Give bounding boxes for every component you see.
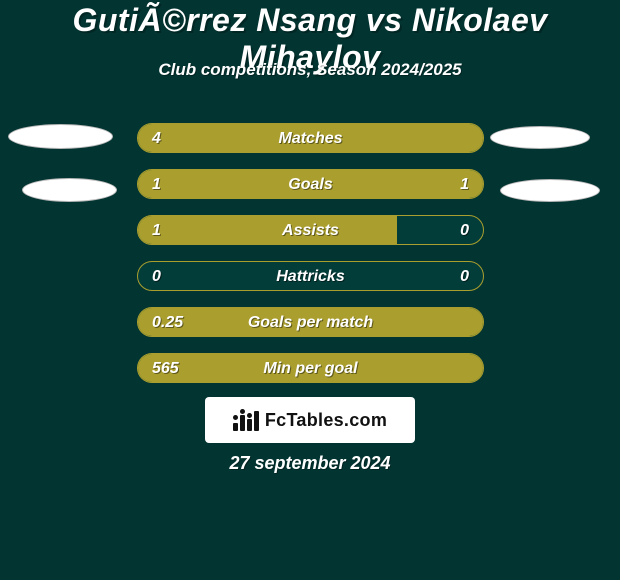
player-left-photo-1: [8, 124, 113, 149]
stat-row: 565Min per goal: [137, 353, 484, 383]
date-label: 27 september 2024: [0, 453, 620, 474]
stat-row: 10Assists: [137, 215, 484, 245]
stat-label: Min per goal: [138, 354, 483, 383]
player-right-photo-2: [500, 179, 600, 202]
stat-row: 0.25Goals per match: [137, 307, 484, 337]
player-right-photo-1: [490, 126, 590, 149]
stat-row: 11Goals: [137, 169, 484, 199]
stat-row: 00Hattricks: [137, 261, 484, 291]
logo-bars-icon: [233, 409, 259, 431]
stat-label: Goals per match: [138, 308, 483, 337]
stat-label: Assists: [138, 216, 483, 245]
fctables-logo: FcTables.com: [205, 397, 415, 443]
stat-row: 4Matches: [137, 123, 484, 153]
logo-text: FcTables.com: [265, 410, 387, 431]
subtitle: Club competitions, Season 2024/2025: [0, 60, 620, 80]
player-left-photo-2: [22, 178, 117, 202]
stat-label: Matches: [138, 124, 483, 153]
stat-label: Goals: [138, 170, 483, 199]
stat-label: Hattricks: [138, 262, 483, 291]
comparison-infographic: GutiÃ©rrez Nsang vs Nikolaev Mihaylov Cl…: [0, 0, 620, 580]
